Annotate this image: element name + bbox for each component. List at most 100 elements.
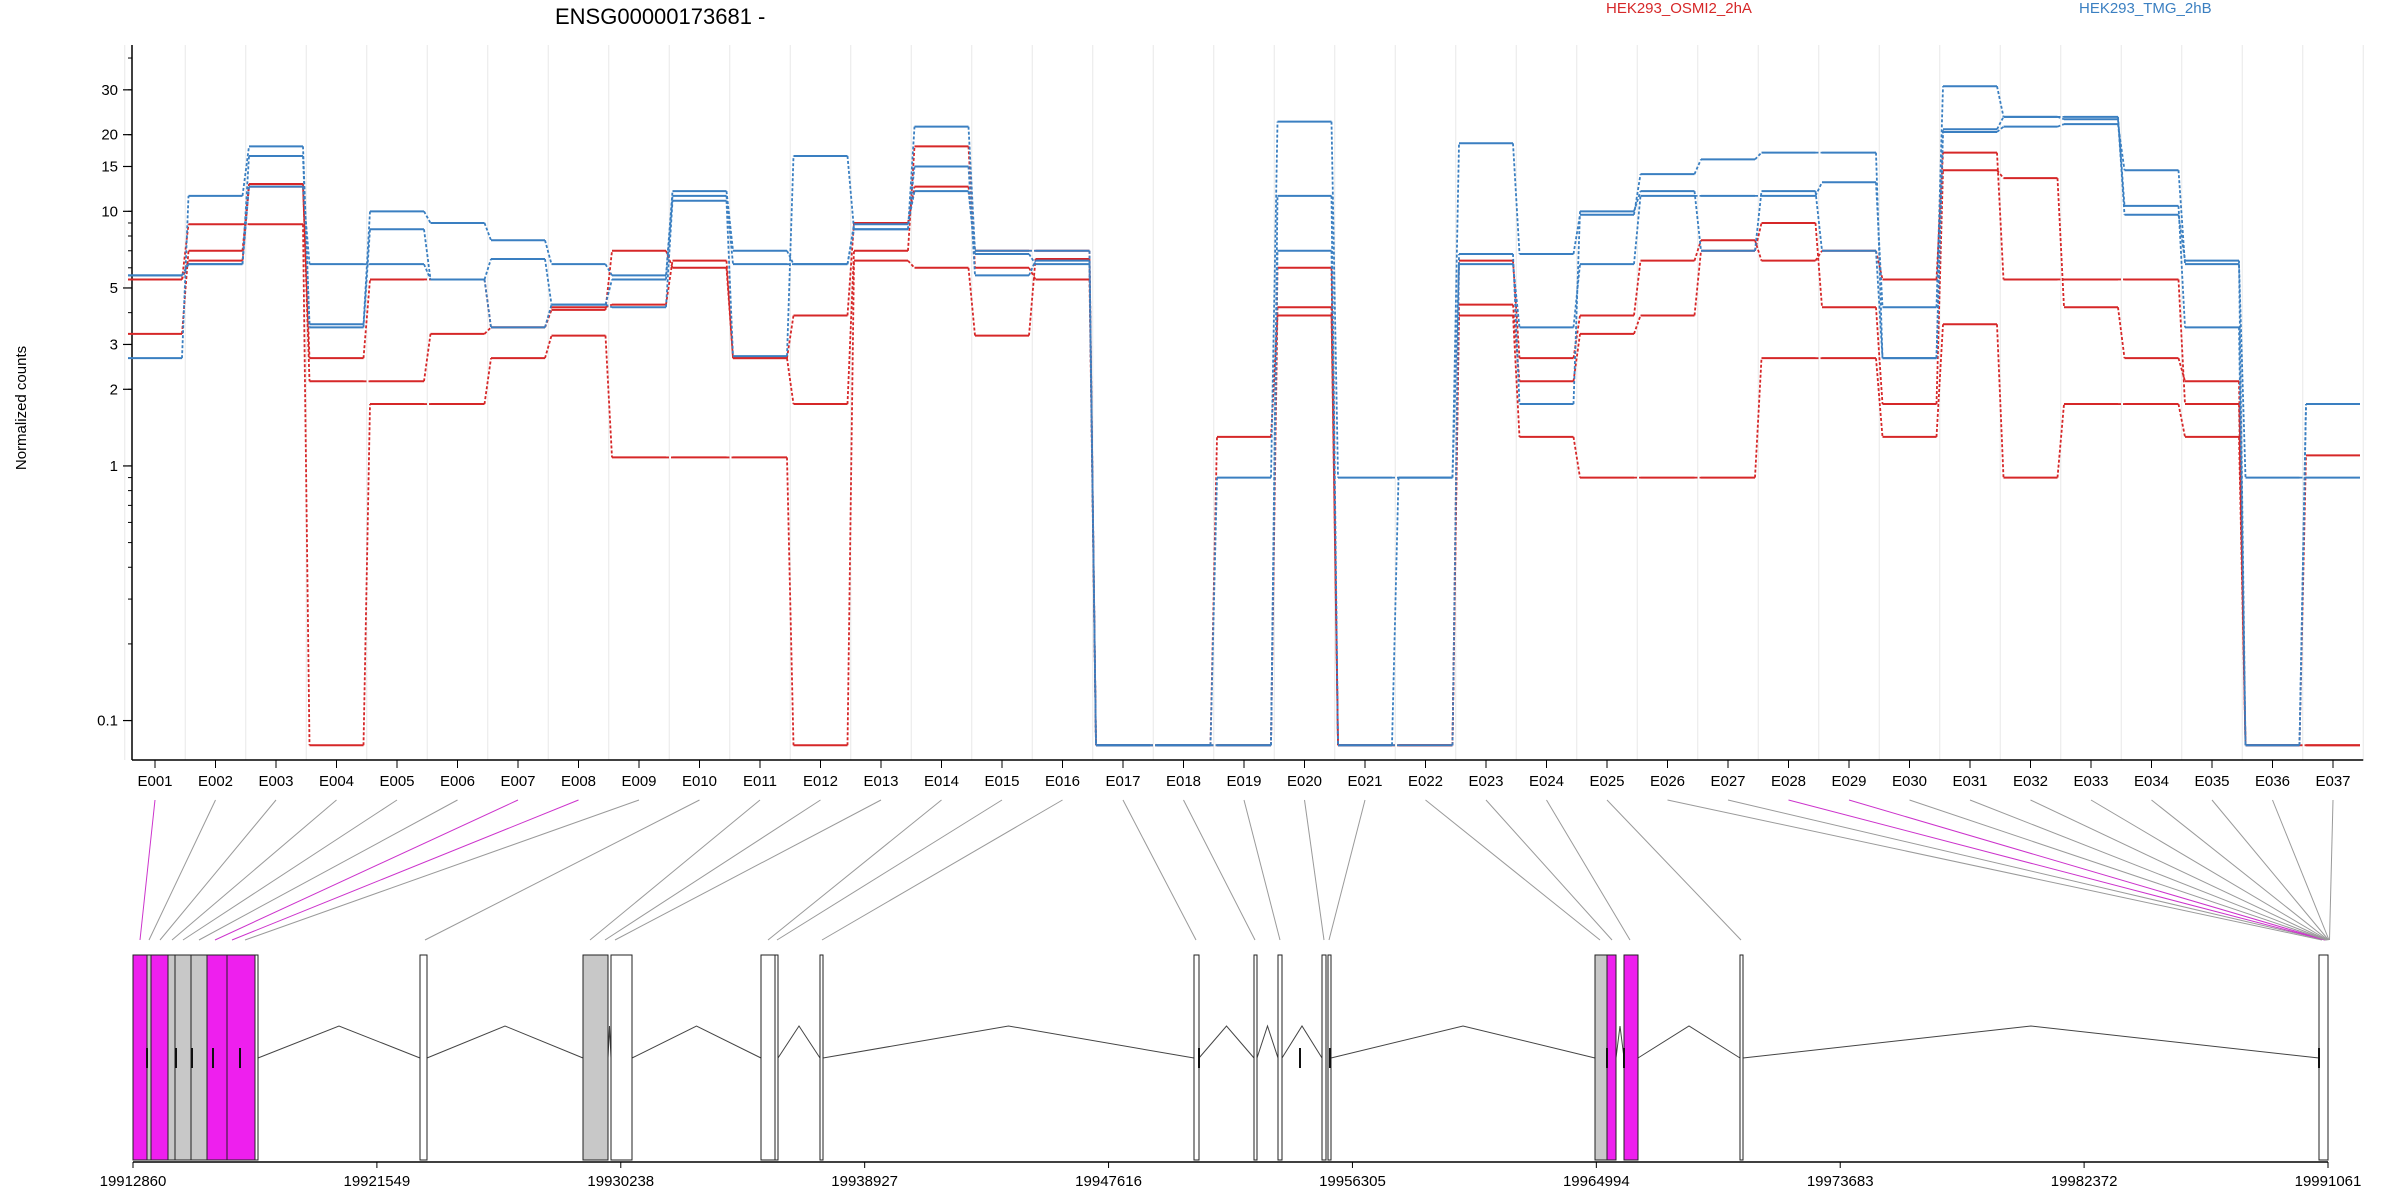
series-connector: [241, 186, 250, 265]
series-connector: [967, 191, 976, 255]
x-tick-label: E011: [743, 773, 777, 790]
x-tick-label: E014: [924, 773, 959, 790]
series-connector: [2056, 403, 2065, 478]
y-tick-label: 2: [110, 381, 118, 398]
series-connector: [1633, 260, 1642, 316]
series-connector: [2117, 119, 2126, 215]
series-connector: [2177, 170, 2186, 265]
series-connector: [362, 404, 371, 746]
series-connector: [423, 210, 432, 224]
x-tick-label: E016: [1045, 773, 1080, 790]
series-connector: [907, 260, 916, 269]
connector-line: [604, 799, 821, 941]
series-connector: [846, 250, 855, 405]
series-connector: [362, 229, 371, 328]
series-connector: [967, 166, 976, 276]
exon-block: [1739, 954, 1744, 1161]
series-connector: [1028, 260, 1037, 276]
series-connector: [846, 224, 855, 265]
series-line: [128, 120, 2360, 747]
exon-block: [2318, 954, 2329, 1161]
series-connector: [1633, 315, 1642, 335]
coordinate-label: 19982372: [2051, 1173, 2118, 1190]
exon-block: [206, 954, 228, 1161]
x-tick-label: E010: [682, 773, 717, 790]
coordinate-label: 19991061: [2295, 1173, 2362, 1190]
exon-block: [150, 954, 169, 1161]
y-tick-label: 20: [101, 127, 118, 144]
coordinate-label: 19947616: [1075, 1173, 1142, 1190]
series-connector: [967, 267, 976, 336]
series-connector: [1875, 152, 1884, 359]
connector-line: [159, 799, 277, 941]
series-connector: [1512, 143, 1521, 255]
connector-line: [148, 799, 216, 941]
x-tick-label: E003: [258, 773, 293, 790]
y-tick-label: 3: [110, 336, 118, 353]
series-connector: [2057, 115, 2065, 121]
series-connector: [1814, 222, 1823, 308]
x-tick-label: E026: [1650, 773, 1685, 790]
connector-line: [1788, 799, 2326, 941]
connector-line: [1304, 799, 1325, 941]
series-connector: [604, 279, 613, 305]
series-connector: [1935, 170, 1944, 405]
series-connector: [786, 315, 795, 359]
series-connector: [1330, 121, 1339, 478]
series-connector: [1330, 267, 1339, 746]
series-connector: [1088, 264, 1097, 746]
series-connector: [2177, 279, 2186, 405]
series-connector: [967, 126, 976, 251]
series-connector: [1754, 239, 1763, 261]
y-tick-label: 15: [101, 158, 118, 175]
exon-block: [1623, 954, 1639, 1161]
series-connector: [2238, 264, 2247, 478]
connector-line: [1546, 799, 1631, 941]
connector-line: [424, 799, 700, 941]
exon-block: [1606, 954, 1617, 1161]
x-tick-label: E008: [561, 773, 596, 790]
series-connector: [725, 195, 734, 265]
x-tick-label: E028: [1771, 773, 1806, 790]
connector-line: [2030, 799, 2328, 941]
series-connector: [1935, 152, 1944, 280]
series-connector: [423, 263, 432, 280]
x-tick-label: E017: [1105, 773, 1140, 790]
gene-model: [132, 954, 2329, 1161]
coordinate-label: 19921549: [344, 1173, 411, 1190]
connector-line: [767, 799, 942, 941]
series-connector: [846, 260, 855, 746]
intron-line: [1198, 1025, 1255, 1059]
x-tick-label: E018: [1166, 773, 1201, 790]
coordinate-label: 19912860: [100, 1173, 167, 1190]
connector-line: [1848, 799, 2326, 941]
series-connector: [604, 335, 613, 458]
x-tick-label: E023: [1468, 773, 1503, 790]
series-connector: [483, 326, 492, 335]
series-connector: [786, 250, 795, 265]
series-connector: [2238, 260, 2247, 746]
connector-line: [1606, 799, 1742, 941]
exon-block: [819, 954, 824, 1161]
series-connector: [1875, 250, 1884, 359]
legend-label-osmi2: HEK293_OSMI2_2hA: [1606, 0, 1752, 17]
series-connector: [2177, 403, 2186, 438]
series-connector: [1754, 152, 1763, 160]
connector-line: [214, 799, 519, 941]
connector-line: [139, 799, 156, 941]
series-connector: [544, 258, 553, 305]
series-line: [128, 85, 2360, 747]
x-tick-label: E019: [1226, 773, 1261, 790]
series-connector: [2177, 214, 2186, 261]
exon-block: [582, 954, 609, 1161]
x-tick-label: E015: [984, 773, 1019, 790]
legend-label-tmg: HEK293_TMG_2hB: [2079, 0, 2212, 17]
series-connector: [1572, 436, 1581, 478]
series-connector: [2298, 404, 2307, 746]
connector-line: [1667, 799, 2323, 941]
series-connector: [2117, 307, 2126, 359]
series-connector: [1633, 190, 1642, 212]
series-connector: [362, 279, 371, 359]
series-connector: [1028, 267, 1037, 280]
